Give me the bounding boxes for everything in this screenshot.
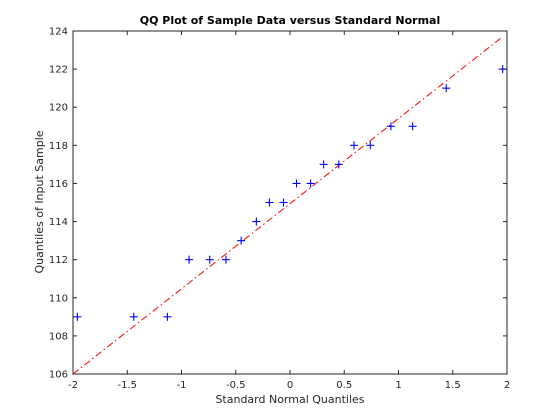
x-tick-label: 1.5 bbox=[445, 380, 461, 391]
y-tick-label: 114 bbox=[49, 217, 68, 228]
y-tick-label: 108 bbox=[49, 331, 68, 342]
data-point bbox=[366, 141, 375, 150]
y-tick-label: 110 bbox=[49, 293, 68, 304]
data-point bbox=[237, 236, 246, 245]
data-point bbox=[292, 179, 301, 188]
data-point bbox=[205, 255, 214, 264]
reference-line bbox=[72, 36, 503, 375]
data-points-layer bbox=[73, 65, 507, 321]
y-tick-label: 124 bbox=[49, 27, 68, 38]
y-tick-label: 112 bbox=[49, 255, 68, 266]
data-point bbox=[334, 160, 343, 169]
x-tick-label: 2 bbox=[504, 380, 510, 391]
y-tick-label: 122 bbox=[49, 65, 68, 76]
x-tick-label: 0 bbox=[287, 380, 293, 391]
data-point bbox=[408, 122, 417, 131]
chart-title: QQ Plot of Sample Data versus Standard N… bbox=[140, 14, 441, 27]
data-point bbox=[73, 312, 82, 321]
data-point bbox=[279, 198, 288, 207]
x-tick-label: 1 bbox=[395, 380, 401, 391]
x-tick-label: -1.5 bbox=[117, 380, 137, 391]
data-point bbox=[252, 217, 261, 226]
y-tick-label: 120 bbox=[49, 103, 68, 114]
data-point bbox=[350, 141, 359, 150]
data-point bbox=[306, 179, 315, 188]
y-tick-label: 118 bbox=[49, 141, 68, 152]
data-point bbox=[163, 312, 172, 321]
x-tick-label: 0.5 bbox=[336, 380, 352, 391]
x-tick-label: -0.5 bbox=[226, 380, 246, 391]
y-axis: 106 108 110 112 114 116 118 120 122 124 bbox=[49, 27, 507, 381]
x-axis-label: Standard Normal Quantiles bbox=[215, 393, 364, 406]
data-point bbox=[265, 198, 274, 207]
data-point bbox=[319, 160, 328, 169]
y-tick-label: 116 bbox=[49, 179, 68, 190]
y-axis-label: Quantiles of Input Sample bbox=[33, 130, 46, 273]
x-tick-label: -2 bbox=[68, 380, 78, 391]
data-point bbox=[185, 255, 194, 264]
data-point bbox=[386, 122, 395, 131]
data-point bbox=[221, 255, 230, 264]
data-point bbox=[129, 312, 138, 321]
x-tick-label: -1 bbox=[177, 380, 187, 391]
x-axis: -2 -1.5 -1 -0.5 0 0.5 1 1.5 2 bbox=[68, 31, 510, 391]
data-point bbox=[442, 84, 451, 93]
y-tick-label: 106 bbox=[49, 370, 68, 381]
reference-line-layer bbox=[72, 36, 503, 375]
